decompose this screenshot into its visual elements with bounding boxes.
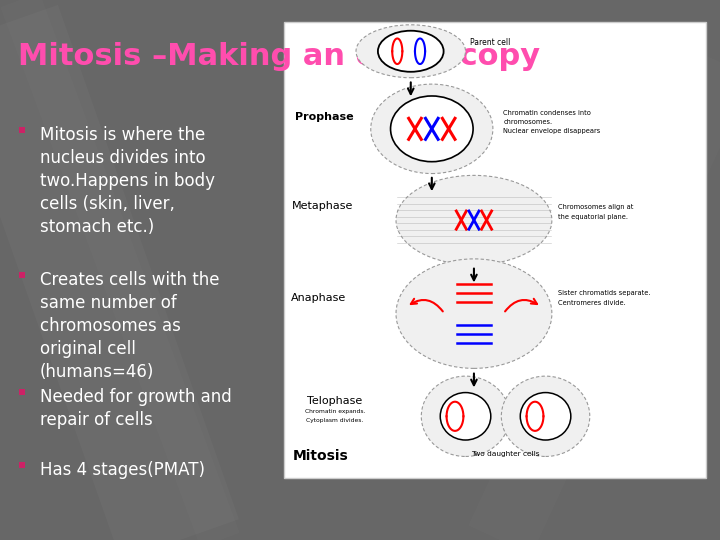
- Ellipse shape: [521, 393, 571, 440]
- Ellipse shape: [396, 176, 552, 265]
- Text: Parent cell: Parent cell: [469, 38, 510, 46]
- Text: Chromatin condenses into: Chromatin condenses into: [503, 110, 591, 116]
- Ellipse shape: [421, 376, 510, 456]
- Text: Nuclear envelope disappears: Nuclear envelope disappears: [503, 129, 600, 134]
- Text: Cytoplasm divides.: Cytoplasm divides.: [306, 418, 364, 423]
- Ellipse shape: [378, 31, 444, 72]
- Text: Sister chromatids separate.: Sister chromatids separate.: [558, 291, 651, 296]
- Ellipse shape: [371, 84, 493, 173]
- Text: Mitosis: Mitosis: [293, 449, 348, 463]
- Ellipse shape: [440, 393, 491, 440]
- Ellipse shape: [501, 376, 590, 456]
- Text: Has 4 stages(PMAT): Has 4 stages(PMAT): [40, 461, 205, 479]
- Text: Prophase: Prophase: [295, 112, 354, 123]
- Text: chromosomes.: chromosomes.: [503, 119, 552, 125]
- Text: Mitosis –Making an exact copy: Mitosis –Making an exact copy: [18, 42, 540, 71]
- Ellipse shape: [396, 259, 552, 368]
- Text: Telophase: Telophase: [307, 396, 363, 406]
- Ellipse shape: [356, 25, 466, 78]
- Text: Chromosomes align at: Chromosomes align at: [558, 204, 634, 210]
- Text: Metaphase: Metaphase: [292, 201, 353, 211]
- Text: Creates cells with the
same number of
chromosomes as
original cell
(humans=46): Creates cells with the same number of ch…: [40, 271, 220, 381]
- Text: Centromeres divide.: Centromeres divide.: [558, 300, 626, 306]
- FancyBboxPatch shape: [284, 22, 706, 478]
- Text: Needed for growth and
repair of cells: Needed for growth and repair of cells: [40, 388, 232, 429]
- Text: the equatorial plane.: the equatorial plane.: [558, 214, 628, 220]
- Text: Two daughter cells: Two daughter cells: [472, 451, 540, 457]
- Text: Anaphase: Anaphase: [290, 293, 346, 302]
- Text: Mitosis is where the
nucleus divides into
two.Happens in body
cells (skin, liver: Mitosis is where the nucleus divides int…: [40, 126, 215, 235]
- Ellipse shape: [390, 96, 473, 161]
- Text: Chromatin expands.: Chromatin expands.: [305, 409, 365, 414]
